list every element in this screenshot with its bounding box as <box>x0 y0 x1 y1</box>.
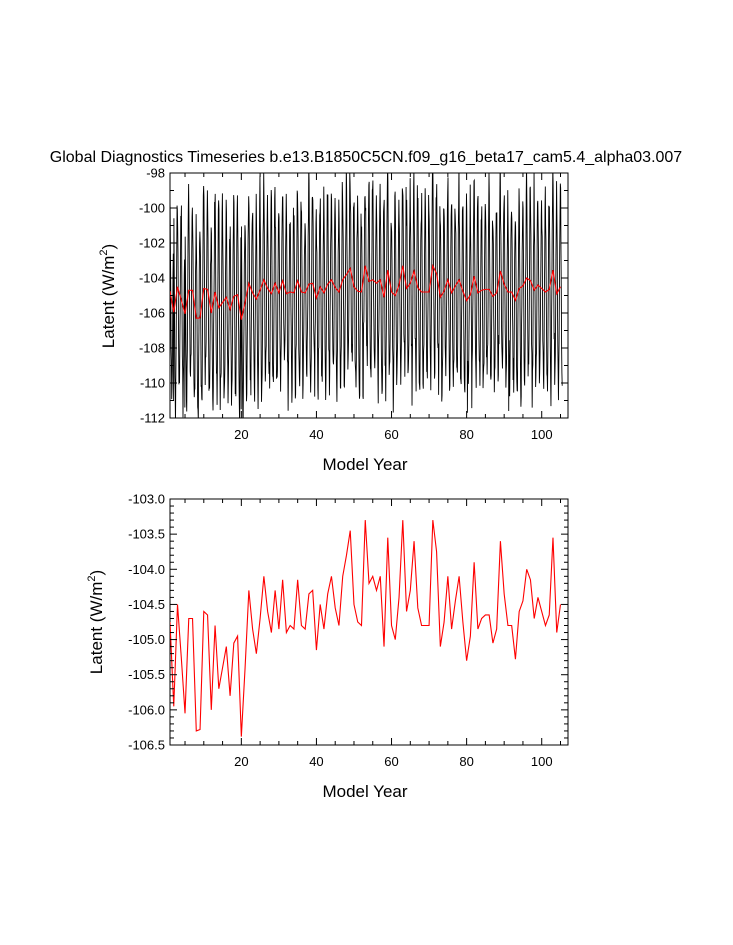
top-y-axis-title-main: Latent (W/m <box>99 256 118 349</box>
top-y-tick-label: -106 <box>139 306 165 321</box>
bottom-y-tick-label: -105.5 <box>128 667 165 682</box>
plot-title: Global Diagnostics Timeseries b.e13.B185… <box>50 149 683 166</box>
bottom-y-tick-labels: -106.5 -106.0 -105.5 -105.0 -104.5 -104.0 -103… <box>128 492 165 753</box>
top-monthly-line <box>170 173 563 418</box>
bottom-y-tick-label: -103.5 <box>128 527 165 542</box>
top-x-axis-title: Model Year <box>322 455 407 474</box>
top-y-tick-label: -110 <box>140 376 165 391</box>
top-x-tick-label: 60 <box>384 427 398 442</box>
top-y-axis-title: Latent (W/m2) <box>98 244 118 348</box>
bottom-series-clip <box>170 520 562 737</box>
bottom-x-tick-labels: 20 40 60 80 100 <box>234 754 552 769</box>
bottom-x-tick-label: 80 <box>459 754 473 769</box>
top-axis-ticks <box>170 172 568 419</box>
bottom-x-tick-label: 20 <box>234 754 248 769</box>
bottom-y-axis-title-end: ) <box>87 570 106 576</box>
bottom-x-tick-label: 60 <box>384 754 398 769</box>
top-x-tick-label: 40 <box>309 427 323 442</box>
bottom-y-axis-title-main: Latent (W/m <box>87 582 106 675</box>
bottom-y-axis-title-sup: 2 <box>86 575 98 581</box>
bottom-y-tick-label: -104.5 <box>128 597 165 612</box>
top-annual-line <box>170 263 561 320</box>
bottom-y-tick-label: -106.5 <box>128 738 165 753</box>
top-series-clip <box>170 173 563 418</box>
bottom-y-tick-label: -104.0 <box>128 562 165 577</box>
bottom-x-tick-label: 40 <box>309 754 323 769</box>
bottom-y-tick-label: -105.0 <box>128 632 165 647</box>
top-y-tick-label: -98 <box>146 166 165 181</box>
bottom-plot-frame <box>169 498 569 746</box>
bottom-y-tick-label: -103.0 <box>128 492 165 507</box>
top-y-axis-title-sup: 2 <box>98 249 110 255</box>
bottom-x-tick-label: 100 <box>531 754 553 769</box>
top-y-tick-labels: -112 -110 -108 -106 -104 -102 -100 -98 <box>139 166 165 426</box>
bottom-annual-line <box>170 520 562 737</box>
top-x-tick-label: 100 <box>531 427 553 442</box>
top-y-tick-label: -100 <box>139 201 165 216</box>
top-y-tick-label: -112 <box>140 411 165 426</box>
top-series-layer <box>170 173 563 418</box>
bottom-panel: -106.5 -106.0 -105.5 -105.0 -104.5 -104.0 -103… <box>86 492 569 801</box>
top-y-tick-label: -104 <box>139 271 165 286</box>
top-y-tick-label: -102 <box>139 236 165 251</box>
top-y-axis-title-end: ) <box>99 244 118 250</box>
top-y-tick-label: -108 <box>139 341 165 356</box>
top-x-tick-label: 80 <box>459 427 473 442</box>
bottom-x-axis-title: Model Year <box>322 782 407 801</box>
bottom-axis-ticks <box>170 498 568 746</box>
top-x-tick-labels: 20 40 60 80 100 <box>234 427 552 442</box>
bottom-y-tick-label: -106.0 <box>128 702 165 717</box>
bottom-series-layer <box>170 520 562 737</box>
bottom-y-axis-title: Latent (W/m2) <box>86 570 106 674</box>
top-x-tick-label: 20 <box>234 427 248 442</box>
top-panel: -112 -110 -108 -106 -104 -102 -100 -98 20 40 60 80… <box>98 166 569 474</box>
